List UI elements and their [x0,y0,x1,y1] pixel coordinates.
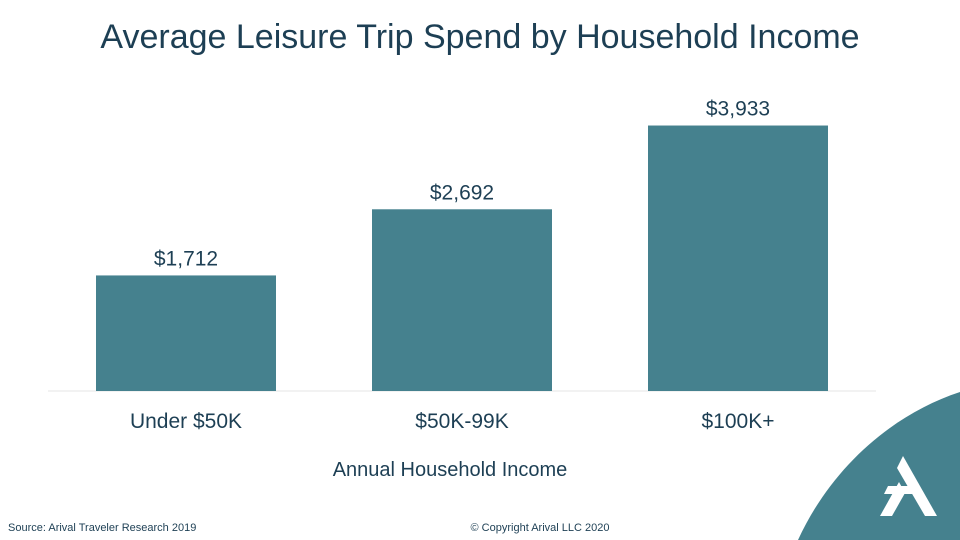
x-axis-title: Annual Household Income [332,459,568,481]
arival-a-logo-icon [880,456,937,516]
bar-3 [648,125,828,392]
bar-1 [96,275,276,391]
bar-series: $1,712 Under $50K $2,692 $50K-99K $3,933 $100… [96,98,828,433]
x-tick-label: $50K-99K [415,410,508,433]
bar-value-label: $1,712 [154,247,218,270]
copyright-note: © Copyright Arival LLC 2020 [470,522,610,534]
corner-wedge [798,392,960,540]
bar-2 [372,209,552,391]
source-note: Source: Arival Traveler Research 2019 [8,522,197,534]
bar-value-label: $3,933 [706,98,770,121]
chart-title: Average Leisure Trip Spend by Household … [100,18,860,56]
bar-value-label: $2,692 [430,181,494,204]
x-tick-label: Under $50K [130,410,242,433]
x-tick-label: $100K+ [702,410,775,433]
